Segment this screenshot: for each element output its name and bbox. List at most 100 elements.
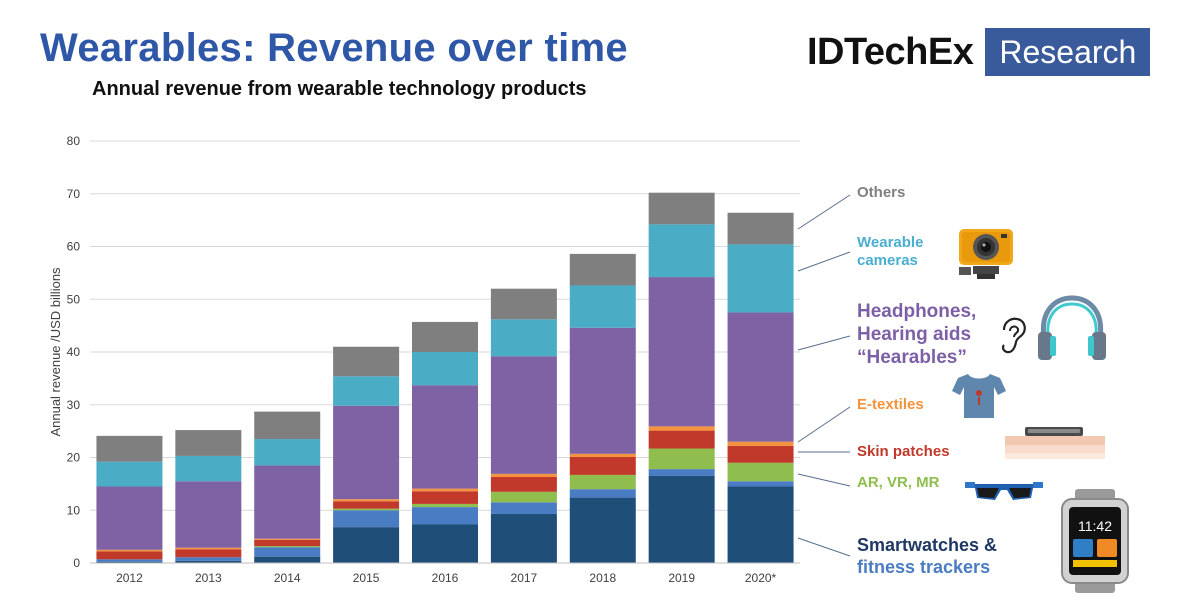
bar-segment-smartwatches	[254, 556, 321, 563]
leader-line	[797, 251, 851, 272]
x-tick-label: 2019	[668, 571, 695, 585]
bar-segment-ar_vr_mr	[727, 462, 794, 482]
page-title: Wearables: Revenue over time	[40, 26, 628, 70]
legend-cameras-line1: Wearable	[857, 234, 924, 251]
legend-others: Others	[857, 184, 905, 202]
idtechex-logo: IDTechEx Research	[807, 28, 1151, 76]
action-camera-icon	[959, 229, 1013, 279]
x-tick-label: 2016	[432, 571, 459, 585]
tshirt-icon	[952, 374, 1006, 418]
bar-segment-others	[96, 435, 163, 462]
legend-others-label: Others	[857, 184, 906, 201]
bar-segment-smartwatches	[569, 497, 636, 563]
bar-segment-fitness	[254, 547, 321, 557]
legend-smartwatches: Smartwatches & fitness trackers	[857, 535, 997, 579]
bar-segment-skin_patches	[412, 491, 478, 504]
bar-segment-others	[412, 321, 478, 352]
leader-line	[797, 194, 851, 230]
x-tick-label: 2012	[116, 571, 143, 585]
legend-hearables-line2: Hearing aids	[857, 324, 972, 346]
bar-layer	[96, 192, 794, 563]
bar-segment-skin_patches	[333, 501, 400, 509]
chart-subtitle: Annual revenue from wearable technology …	[92, 78, 587, 100]
bar-segment-hearables	[96, 486, 163, 550]
legend-ar-label: AR, VR, MR	[857, 474, 940, 491]
x-tick-label: 2018	[589, 571, 616, 585]
bar-segment-others	[333, 346, 400, 377]
bar-segment-fitness	[175, 557, 242, 561]
x-tick-label: 2014	[274, 571, 301, 585]
y-axis-title: Annual revenue /USD billions	[48, 267, 63, 437]
bar-segment-others	[727, 212, 794, 245]
x-tick-label: 2015	[353, 571, 380, 585]
bar-segment-e_textiles	[490, 473, 557, 478]
legend-hearables-line3: “Hearables”	[857, 347, 967, 369]
logo-box: Research	[985, 28, 1151, 76]
bar-segment-fitness	[727, 481, 794, 487]
bar-segment-skin_patches	[96, 551, 163, 560]
legend-skin-label: Skin patches	[857, 443, 950, 460]
bar-segment-others	[569, 253, 636, 286]
bar-segment-e_textiles	[648, 426, 715, 431]
bar-segment-others	[648, 192, 715, 225]
bar-segment-e_textiles	[254, 538, 321, 540]
leader-line	[797, 335, 851, 351]
bar-segment-hearables	[727, 312, 794, 442]
bar-segment-skin_patches	[254, 539, 321, 547]
legend-skin-patches: Skin patches	[857, 443, 950, 461]
bar-segment-cameras	[569, 285, 636, 328]
leader-line	[797, 473, 851, 487]
bar-segment-fitness	[648, 469, 715, 476]
bar-segment-skin_patches	[490, 477, 557, 492]
bar-segment-e_textiles	[727, 441, 794, 446]
bar-segment-skin_patches	[175, 549, 242, 558]
bar-segment-skin_patches	[648, 430, 715, 449]
bar-segment-hearables	[254, 465, 321, 539]
bar-segment-fitness	[333, 510, 400, 528]
y-tick-label: 50	[67, 292, 81, 306]
y-tick-label: 0	[73, 556, 80, 570]
bar-segment-smartwatches	[412, 524, 478, 563]
leader-lines	[797, 194, 851, 557]
legend-hearables: Headphones, Hearing aids “Hearables”	[857, 300, 976, 370]
bar-segment-cameras	[412, 352, 478, 386]
bar-segment-e_textiles	[96, 549, 163, 552]
bar-segment-fitness	[412, 507, 478, 525]
skin-patch-icon	[1005, 427, 1105, 459]
legend-cameras-line2: cameras	[857, 252, 918, 270]
bar-segment-e_textiles	[333, 499, 400, 502]
bar-segment-skin_patches	[569, 456, 636, 475]
bar-segment-hearables	[175, 481, 242, 548]
bar-segment-fitness	[490, 502, 557, 514]
bar-segment-ar_vr_mr	[254, 546, 321, 548]
bar-segment-fitness	[569, 489, 636, 498]
bar-segment-smartwatches	[727, 486, 794, 563]
bar-segment-smartwatches	[490, 513, 557, 563]
bar-segment-cameras	[648, 224, 715, 278]
y-tick-label: 20	[67, 451, 81, 465]
legend-smart-line2: fitness trackers	[857, 556, 991, 577]
y-tick-label: 40	[67, 345, 81, 359]
ear-icon	[1001, 317, 1026, 354]
axis-layer: 0 10 20 30 40 50 60 70 80 Annual revenue /USD bil…	[48, 134, 800, 585]
bar-segment-hearables	[333, 405, 400, 500]
legend-ar-vr-mr: AR, VR, MR	[857, 474, 940, 492]
y-tick-label: 60	[67, 240, 81, 254]
y-tick-label: 70	[67, 187, 81, 201]
bar-segment-smartwatches	[648, 475, 715, 563]
bar-segment-ar_vr_mr	[490, 491, 557, 503]
legend-etextiles: E-textiles	[857, 396, 924, 414]
y-tick-label: 80	[67, 134, 81, 148]
bar-segment-hearables	[412, 385, 478, 489]
bar-segment-hearables	[569, 327, 636, 454]
legend-hearables-line1: Headphones,	[857, 301, 977, 322]
bar-segment-ar_vr_mr	[412, 503, 478, 508]
bar-segment-e_textiles	[569, 453, 636, 457]
leader-line	[797, 537, 851, 557]
bar-segment-smartwatches	[333, 527, 400, 563]
x-tick-label: 2020*	[745, 571, 777, 585]
bar-segment-ar_vr_mr	[333, 508, 400, 511]
legend-smart-line1: Smartwatches &	[857, 535, 998, 555]
bar-segment-e_textiles	[412, 488, 478, 492]
